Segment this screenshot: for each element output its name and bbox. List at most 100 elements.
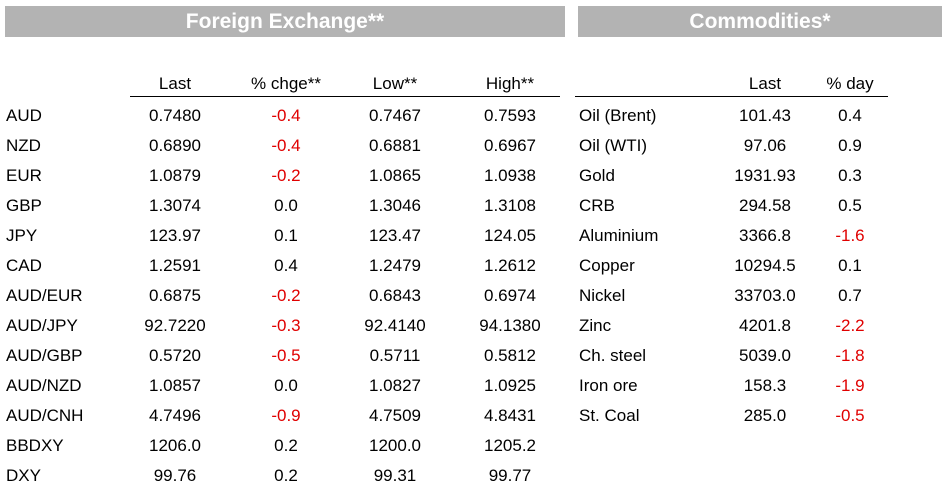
fx-cell-chg: -0.4	[271, 136, 301, 155]
fx-cell-last: 1.0879	[149, 166, 201, 185]
commodities-cell-last: 3366.8	[739, 226, 791, 245]
fx-row: AUD/NZD 1.0857 0.0 1.0827 1.0925	[0, 375, 566, 405]
fx-header-last: Last	[158, 74, 192, 93]
fx-cell-high: 0.5812	[484, 346, 536, 365]
commodities-row: Oil (Brent) 101.43 0.4	[0, 105, 946, 135]
commodities-cell-name: Ch. steel	[579, 346, 647, 365]
commodities-cell-name: Zinc	[579, 316, 612, 335]
commodities-section-title: Commodities*	[578, 6, 942, 37]
fx-cell-name: AUD/JPY	[6, 316, 78, 335]
commodities-cell-name: St. Coal	[579, 406, 640, 425]
commodities-row: Zinc 4201.8 -2.2	[0, 315, 946, 345]
fx-row: NZD 0.6890 -0.4 0.6881 0.6967	[0, 135, 566, 165]
fx-cell-last: 92.7220	[144, 316, 206, 335]
commodities-cell-name: Iron ore	[579, 376, 638, 395]
fx-cell-high: 0.6967	[484, 136, 536, 155]
commodities-cell-name: CRB	[579, 196, 615, 215]
commodities-row: Iron ore 158.3 -1.9	[0, 375, 946, 405]
fx-cell-high: 1.3108	[484, 196, 536, 215]
fx-row: AUD/EUR 0.6875 -0.2 0.6843 0.6974	[0, 285, 566, 315]
fx-cell-name: AUD/NZD	[6, 376, 82, 395]
fx-row: AUD/JPY 92.7220 -0.3 92.4140 94.1380	[0, 315, 566, 345]
commodities-cell-last: 158.3	[743, 376, 787, 395]
fx-row: BBDXY 1206.0 0.2 1200.0 1205.2	[0, 435, 566, 465]
commodities-row: Gold 1931.93 0.3	[0, 165, 946, 195]
fx-cell-chg: -0.2	[271, 286, 301, 305]
fx-cell-last: 99.76	[153, 466, 197, 485]
commodities-cell-day: 0.1	[838, 256, 862, 275]
fx-cell-last: 1206.0	[149, 436, 201, 455]
fx-cell-last: 1.2591	[149, 256, 201, 275]
fx-cell-low: 0.5711	[369, 346, 421, 365]
fx-row: EUR 1.0879 -0.2 1.0865 1.0938	[0, 165, 566, 195]
fx-cell-chg: 0.2	[274, 466, 298, 485]
commodities-cell-day: 0.3	[838, 166, 862, 185]
fx-cell-name: AUD/CNH	[6, 406, 84, 425]
fx-row: AUD 0.7480 -0.4 0.7467 0.7593	[0, 105, 566, 135]
fx-header-low: Low**	[372, 74, 418, 93]
commodities-cell-last: 5039.0	[739, 346, 791, 365]
fx-cell-low: 99.31	[373, 466, 417, 485]
fx-cell-high: 94.1380	[479, 316, 541, 335]
commodities-cell-day: -1.6	[835, 226, 865, 245]
commodities-cell-last: 285.0	[743, 406, 787, 425]
fx-cell-high: 0.7593	[484, 106, 536, 125]
commodities-cell-name: Gold	[579, 166, 615, 185]
fx-row: DXY 99.76 0.2 99.31 99.77	[0, 465, 566, 495]
commodities-header-rule	[575, 96, 888, 97]
fx-cell-name: AUD/GBP	[6, 346, 83, 365]
fx-cell-name: CAD	[6, 256, 42, 275]
commodities-row: Oil (WTI) 97.06 0.9	[0, 135, 946, 165]
fx-cell-name: EUR	[6, 166, 42, 185]
fx-cell-name: JPY	[6, 226, 38, 245]
fx-cell-low: 1200.0	[369, 436, 421, 455]
fx-cell-name: AUD	[6, 106, 42, 125]
fx-cell-last: 0.6875	[149, 286, 201, 305]
fx-cell-low: 1.0865	[369, 166, 421, 185]
fx-cell-chg: -0.2	[271, 166, 301, 185]
fx-cell-high: 1205.2	[484, 436, 536, 455]
commodities-row: Ch. steel 5039.0 -1.8	[0, 345, 946, 375]
fx-row: AUD/GBP 0.5720 -0.5 0.5711 0.5812	[0, 345, 566, 375]
commodities-cell-last: 101.43	[739, 106, 791, 125]
commodities-cell-day: 0.7	[838, 286, 862, 305]
fx-cell-low: 0.6843	[369, 286, 421, 305]
fx-cell-low: 123.47	[369, 226, 421, 245]
fx-cell-last: 0.6890	[149, 136, 201, 155]
fx-cell-chg: 0.1	[274, 226, 298, 245]
fx-cell-chg: -0.3	[271, 316, 301, 335]
fx-cell-chg: 0.0	[274, 376, 298, 395]
commodities-cell-name: Aluminium	[579, 226, 659, 245]
commodities-row: CRB 294.58 0.5	[0, 195, 946, 225]
commodities-cell-name: Nickel	[579, 286, 626, 305]
fx-cell-low: 0.6881	[369, 136, 421, 155]
fx-row: AUD/CNH 4.7496 -0.9 4.7509 4.8431	[0, 405, 566, 435]
fx-cell-high: 124.05	[484, 226, 536, 245]
commodities-cell-day: -1.9	[835, 376, 865, 395]
fx-cell-last: 0.7480	[149, 106, 201, 125]
commodities-cell-name: Oil (WTI)	[579, 136, 647, 155]
fx-cell-low: 92.4140	[364, 316, 426, 335]
fx-cell-high: 4.8431	[484, 406, 536, 425]
commodities-cell-name: Oil (Brent)	[579, 106, 657, 125]
fx-cell-name: GBP	[6, 196, 42, 215]
commodities-row: Copper 10294.5 0.1	[0, 255, 946, 285]
commodities-cell-last: 1931.93	[734, 166, 796, 185]
fx-cell-low: 0.7467	[369, 106, 421, 125]
fx-cell-last: 123.97	[149, 226, 201, 245]
fx-header-chg: % chge**	[251, 74, 321, 93]
fx-cell-last: 1.3074	[149, 196, 201, 215]
commodities-cell-day: -1.8	[835, 346, 865, 365]
commodities-cell-last: 294.58	[739, 196, 791, 215]
fx-cell-chg: 0.4	[274, 256, 298, 275]
fx-cell-name: AUD/EUR	[6, 286, 83, 305]
commodities-cell-day: -0.5	[835, 406, 865, 425]
fx-cell-low: 1.0827	[369, 376, 421, 395]
fx-cell-chg: -0.4	[271, 106, 301, 125]
fx-cell-name: DXY	[6, 466, 41, 485]
fx-cell-high: 99.77	[488, 466, 532, 485]
fx-cell-last: 4.7496	[149, 406, 201, 425]
commodities-cell-last: 10294.5	[734, 256, 796, 275]
commodities-cell-day: 0.5	[838, 196, 862, 215]
fx-cell-low: 1.3046	[369, 196, 421, 215]
